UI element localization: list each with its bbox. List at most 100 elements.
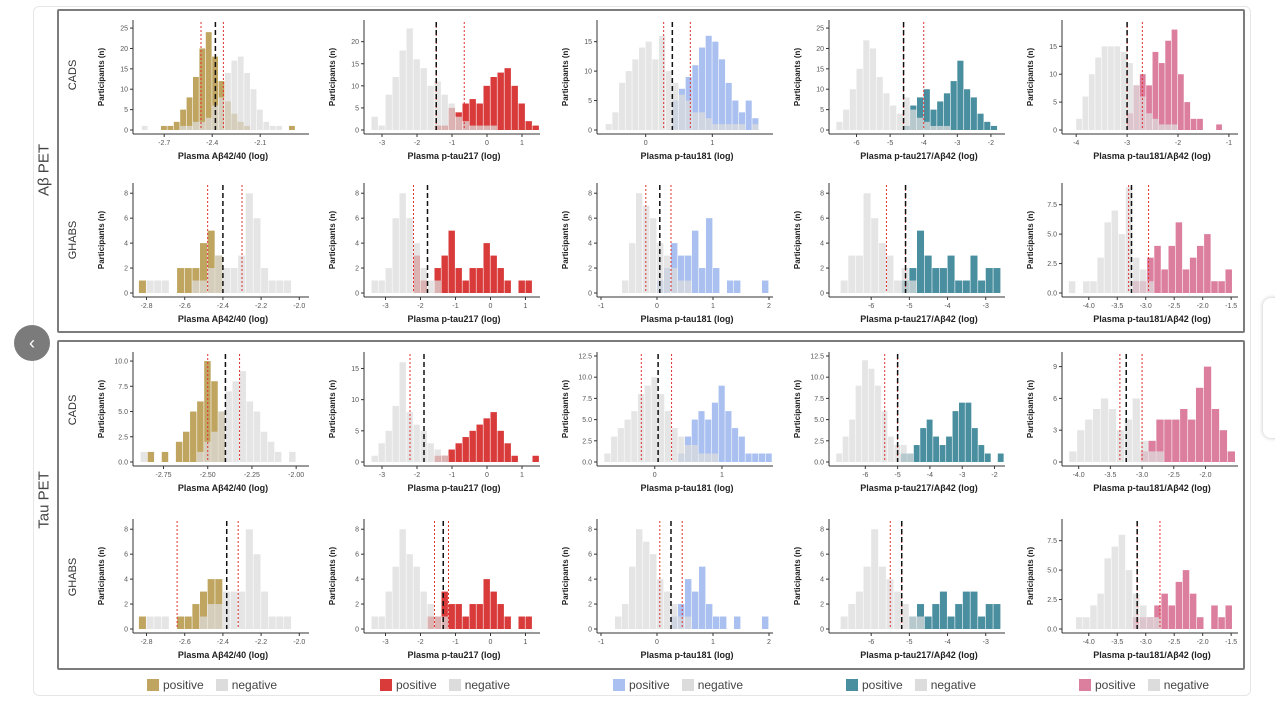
y-axis-label: Participants (n) <box>1026 48 1035 107</box>
negative-bar <box>619 82 626 130</box>
negative-bar <box>624 419 631 462</box>
negative-bar <box>622 604 629 629</box>
positive-bar <box>462 280 469 293</box>
positive-bar <box>207 230 215 293</box>
negative-bar <box>657 579 664 629</box>
y-axis-label: Participants (n) <box>328 380 337 439</box>
negative-bar <box>691 445 698 462</box>
x-tick-label: -3.0 <box>1140 303 1152 310</box>
x-tick-label: 0 <box>485 140 489 147</box>
negative-bar <box>685 616 692 629</box>
y-tick-label: 0.0 <box>814 460 824 467</box>
x-tick-label: -2 <box>417 303 423 310</box>
positive-bar <box>469 99 476 130</box>
positive-bar <box>962 280 970 293</box>
negative-bar <box>881 411 888 462</box>
negative-bar <box>896 113 903 130</box>
x-tick-label: -2.25 <box>244 472 260 479</box>
positive-bar <box>692 591 699 629</box>
negative-bar <box>1165 124 1172 130</box>
x-tick-label: -4 <box>944 303 950 310</box>
positive-bar <box>448 449 455 462</box>
positive-bar <box>147 451 155 462</box>
x-tick-label: 1 <box>711 639 715 646</box>
y-axis-label: Participants (n) <box>328 547 337 606</box>
x-tick-label: 1 <box>524 303 528 310</box>
x-tick-label: 1 <box>520 140 524 147</box>
negative-bar <box>154 280 162 293</box>
x-tick-label: 1 <box>711 303 715 310</box>
positive-bar <box>984 453 991 462</box>
y-tick-label: 5.0 <box>814 417 824 424</box>
positive-bar <box>504 616 511 629</box>
negative-bar <box>629 566 636 629</box>
negative-bar <box>1111 210 1119 293</box>
negative-bar <box>1118 234 1126 293</box>
negative-bar <box>863 566 871 629</box>
x-axis-label: Plasma Aβ42/40 (log) <box>178 151 268 161</box>
x-tick-label: 1 <box>520 472 524 479</box>
y-tick-label: 0.0 <box>1047 291 1057 298</box>
y-tick-label: 0 <box>1053 460 1057 467</box>
positive-bar <box>711 402 718 462</box>
positive-bar <box>483 418 490 462</box>
positive-bar <box>745 453 752 462</box>
x-tick-label: -6 <box>868 639 874 646</box>
negative-bar <box>917 117 924 130</box>
x-axis-label: Plasma p-tau181 (log) <box>640 151 733 161</box>
positive-swatch <box>380 679 392 691</box>
positive-bar <box>469 604 476 629</box>
positive-bar <box>685 255 692 293</box>
y-axis-label: Participants (n) <box>561 380 570 439</box>
x-tick-label: -2.0 <box>1197 639 1209 646</box>
negative-bar <box>193 121 199 130</box>
y-tick-label: 5.0 <box>582 417 592 424</box>
x-tick-label: -2.0 <box>293 639 305 646</box>
negative-bar <box>869 48 877 130</box>
positive-bar <box>920 428 927 462</box>
positive-bar <box>978 445 985 462</box>
y-axis-label: Participants (n) <box>97 547 106 606</box>
y-tick-label: 0 <box>355 128 359 135</box>
negative-bar <box>1100 398 1109 462</box>
x-tick-label: -2.1 <box>254 140 266 147</box>
negative-bar <box>843 109 850 130</box>
negative-bar <box>671 428 678 462</box>
negative-bar <box>1090 281 1097 293</box>
negative-bar <box>207 268 215 293</box>
positive-bar <box>993 268 1001 293</box>
y-tick-label: 0 <box>124 627 128 634</box>
positive-bar <box>1216 124 1222 130</box>
negative-bar <box>1125 187 1133 293</box>
x-tick-label: -3 <box>379 140 385 147</box>
x-tick-label: -1 <box>598 639 604 646</box>
x-tick-label: -3.5 <box>1104 472 1116 479</box>
positive-bar <box>455 604 462 629</box>
positive-bar <box>970 97 977 130</box>
positive-bar <box>706 218 713 293</box>
y-tick-label: 7.5 <box>1047 538 1057 545</box>
previous-button[interactable]: ‹ <box>14 325 50 361</box>
x-tick-label: -2.8 <box>141 303 153 310</box>
x-tick-label: 0 <box>644 140 648 147</box>
positive-bar <box>1178 74 1184 130</box>
x-tick-label: -3 <box>1124 140 1130 147</box>
histogram-panel: -2.75 -2.50 -2.25 -2.00 0.0 2.5 5.0 7.5 10.0 Plas… <box>97 352 309 493</box>
negative-bar <box>1075 617 1083 629</box>
x-tick-label: -3 <box>983 303 989 310</box>
positive-bar <box>765 453 772 462</box>
negative-bar <box>378 125 385 130</box>
negative-swatch <box>448 679 461 691</box>
legend-positive-label: positive <box>396 678 437 692</box>
x-tick-label: -1 <box>452 639 458 646</box>
negative-bar <box>901 268 909 293</box>
y-axis-label: Participants (n) <box>97 48 106 107</box>
negative-bar <box>645 41 652 130</box>
negative-bar <box>878 566 886 629</box>
negative-bar <box>1132 398 1140 462</box>
positive-bar <box>1218 281 1225 293</box>
positive-bar <box>962 591 970 629</box>
y-tick-label: 2 <box>820 602 824 609</box>
negative-bar <box>848 604 856 629</box>
negative-bar <box>840 616 848 629</box>
